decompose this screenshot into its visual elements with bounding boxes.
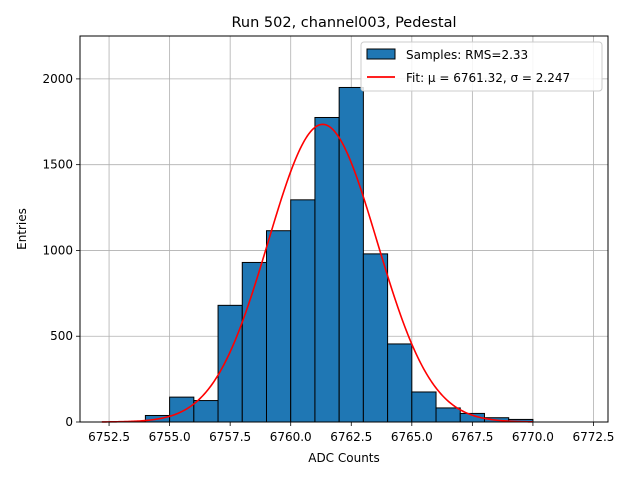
histogram-bar — [314, 116, 340, 423]
y-axis-label: Entries — [15, 208, 29, 250]
x-tick-label: 6767.5 — [451, 430, 493, 444]
x-tick-label: 6757.5 — [209, 430, 251, 444]
histogram-bars — [120, 86, 534, 423]
legend-samples-label: Samples: RMS=2.33 — [406, 48, 528, 62]
x-tick-label: 6772.5 — [572, 430, 614, 444]
x-tick-label: 6762.5 — [330, 430, 372, 444]
x-tick-label: 6755.0 — [149, 430, 191, 444]
histogram-bar — [387, 343, 413, 423]
y-tick-label: 1000 — [42, 243, 73, 257]
histogram-bar — [265, 230, 292, 423]
histogram-bar — [193, 400, 219, 423]
y-tick-label: 1500 — [42, 158, 73, 172]
histogram-bar — [411, 391, 437, 423]
fit-curve — [101, 123, 533, 423]
x-tick-label: 6765.0 — [391, 430, 433, 444]
x-tick-label: 6760.0 — [270, 430, 312, 444]
histogram-bar — [217, 304, 243, 423]
y-axis: 0 500 1000 1500 2000 — [42, 72, 80, 429]
chart-title: Run 502, channel003, Pedestal — [231, 15, 456, 31]
legend-frame — [360, 41, 603, 92]
histogram-bar — [290, 199, 316, 423]
y-tick-label: 500 — [50, 329, 73, 343]
x-axis: 6752.5 6755.0 6757.5 6760.0 6762.5 6765.0 6767… — [88, 422, 614, 444]
legend-fit-label: Fit: μ = 6761.32, σ = 2.247 — [406, 71, 570, 85]
legend: Samples: RMS=2.33 Fit: μ = 6761.32, σ = … — [360, 41, 603, 92]
plot-frame — [79, 35, 609, 423]
x-tick-label: 6770.0 — [512, 430, 554, 444]
histogram-bar — [338, 86, 364, 423]
y-tick-label: 2000 — [42, 72, 73, 86]
histogram-bar — [362, 253, 389, 423]
legend-samples-swatch — [366, 48, 396, 60]
x-axis-label: ADC Counts — [308, 451, 380, 465]
y-tick-label: 0 — [65, 415, 73, 429]
x-tick-label: 6752.5 — [88, 430, 130, 444]
histogram-bar — [435, 407, 461, 423]
histogram-bar — [169, 396, 195, 423]
